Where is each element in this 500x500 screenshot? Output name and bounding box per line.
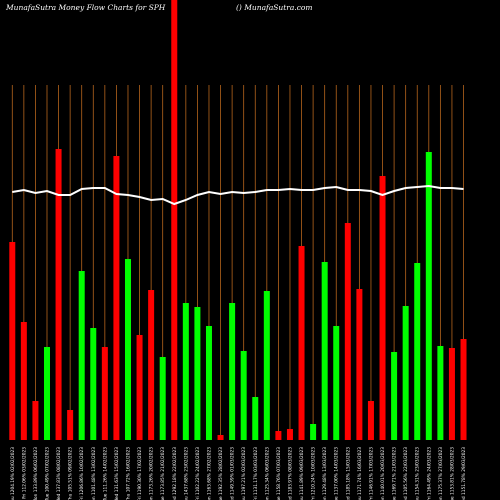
x-tick-label: 26 Thu 1154.31% 23/03/2023 <box>415 447 421 500</box>
bar <box>159 357 166 440</box>
bar <box>55 149 62 440</box>
x-tick-label: 25 Tue 100.49% 07/02/2023 <box>44 447 50 500</box>
x-tick-label: 22 Fri 1146.91% 17/03/2023 <box>368 447 374 500</box>
x-tick-label: 22 Thu 1204.19% 02/02/2023 <box>10 447 16 500</box>
bar <box>136 335 143 440</box>
x-tick-label: 30 Wed 1151.78% 29/03/2023 <box>461 447 467 500</box>
bar <box>414 263 421 440</box>
bar <box>194 307 201 440</box>
bar <box>9 242 16 440</box>
bar <box>448 348 455 440</box>
x-tick-label: 18 Mon 1129.48% 13/03/2023 <box>322 447 328 500</box>
x-tick-label: 09 Tue 1192.35% 28/02/2023 <box>218 447 224 500</box>
x-tick-label: 25 Wed 1105.56% 22/03/2023 <box>403 447 409 500</box>
x-tick-label: 24 Mon 133.89% 06/02/2023 <box>33 447 39 500</box>
x-tick-label: 13 Mon 1125.34% 06/03/2023 <box>264 447 270 500</box>
bar <box>217 435 224 440</box>
x-tick-label: 01 Thu 107.72% 16/02/2023 <box>125 447 131 500</box>
money-flow-line <box>12 184 464 206</box>
bar <box>240 351 247 440</box>
bar <box>298 246 305 440</box>
bar <box>182 303 189 440</box>
x-tick-label: 10 Wed 1149.59% 01/03/2023 <box>230 447 236 500</box>
bar <box>90 328 97 440</box>
x-tick-label: 16 Thu 1141.89% 09/03/2023 <box>299 447 305 500</box>
x-tick-label: 29 Tue 1153.81% 28/03/2023 <box>449 447 455 500</box>
bar <box>252 397 259 440</box>
x-tick-label: 12 Fri 1131.17% 03/03/2023 <box>253 447 259 500</box>
x-tick-label: 07 Fri 1102.22% 24/02/2023 <box>195 447 201 500</box>
bar <box>310 424 317 440</box>
bar <box>286 429 293 440</box>
x-tick-label: 19 Tue 1137.00% 14/03/2023 <box>334 447 340 500</box>
x-tick-label: 04 Tue 1173.85% 21/02/2023 <box>160 447 166 500</box>
x-tick-label: 03 Mon 1173.26% 20/02/2023 <box>149 447 155 500</box>
x-tick-label: 08 Mon 1163.68% 27/02/2023 <box>206 447 212 500</box>
bar <box>205 326 212 440</box>
x-tick-label: 20 Wed 1185.18% 15/03/2023 <box>345 447 351 500</box>
bar <box>124 259 131 440</box>
x-tick-label: 21 Thu 1171.74% 16/03/2023 <box>357 447 363 500</box>
bar <box>425 152 432 440</box>
bar <box>321 262 328 440</box>
x-tick-label: 15 Wed 1183.97% 08/03/2023 <box>287 447 293 500</box>
x-tick-label: 27 Fri 1164.49% 24/03/2023 <box>426 447 432 500</box>
chart-title: MunafaSutra Money Flow Charts for SPH <box>5 3 166 12</box>
bar <box>43 347 50 440</box>
bar <box>148 290 155 440</box>
chart-subtitle: () MunafaSutra.com <box>236 3 313 12</box>
x-tick-label: 23 Fri 112.06% 03/02/2023 <box>21 447 27 500</box>
bar <box>229 303 236 440</box>
bar <box>101 347 108 440</box>
bar <box>356 289 363 440</box>
bar <box>391 352 398 440</box>
x-tick-label: 17 Fri 1210.24% 10/03/2023 <box>311 447 317 500</box>
x-tick-label: 14 Tue 1158.76% 07/03/2023 <box>276 447 282 500</box>
bar <box>67 410 74 440</box>
x-tick-label: 31 Wed 131.63% 15/02/2023 <box>114 447 120 500</box>
bar <box>78 271 85 440</box>
x-tick-label: 29 Mon 1101.48% 13/02/2023 <box>91 447 97 500</box>
bar <box>263 291 270 440</box>
x-tick-label: 11 Thu 1197.21% 02/03/2023 <box>241 447 247 500</box>
bar <box>344 223 351 440</box>
x-tick-label: 27 Thu 105.51% 09/02/2023 <box>68 447 74 500</box>
x-tick-label: 26 Wed 137.83% 08/02/2023 <box>56 447 62 500</box>
x-tick-label: 02 Fri 1190.30% 17/02/2023 <box>137 447 143 500</box>
x-tick-label: 23 Mon 1140.01% 20/03/2023 <box>380 447 386 500</box>
bar <box>333 326 340 440</box>
x-tick-label: 28 Mon 1175.37% 27/03/2023 <box>438 447 444 500</box>
bar <box>20 322 27 440</box>
bar <box>379 176 386 440</box>
bar <box>113 156 120 440</box>
x-tick-label: 28 Fri 1206.86% 10/02/2023 <box>79 447 85 500</box>
bar <box>171 0 178 440</box>
bar <box>367 401 374 440</box>
x-tick-label: 30 Tue 111.26% 14/02/2023 <box>102 447 108 500</box>
x-tick-label: 24 Tue 1169.71% 21/03/2023 <box>392 447 398 500</box>
bar <box>402 306 409 440</box>
bar <box>460 339 467 440</box>
x-tick-label: 06 Thu 1437.68% 23/02/2023 <box>183 447 189 500</box>
x-tick-label: 05 Wed 1292.18% 22/02/2023 <box>172 447 178 500</box>
bar <box>275 431 282 440</box>
bar <box>437 346 444 440</box>
bar <box>32 401 39 440</box>
